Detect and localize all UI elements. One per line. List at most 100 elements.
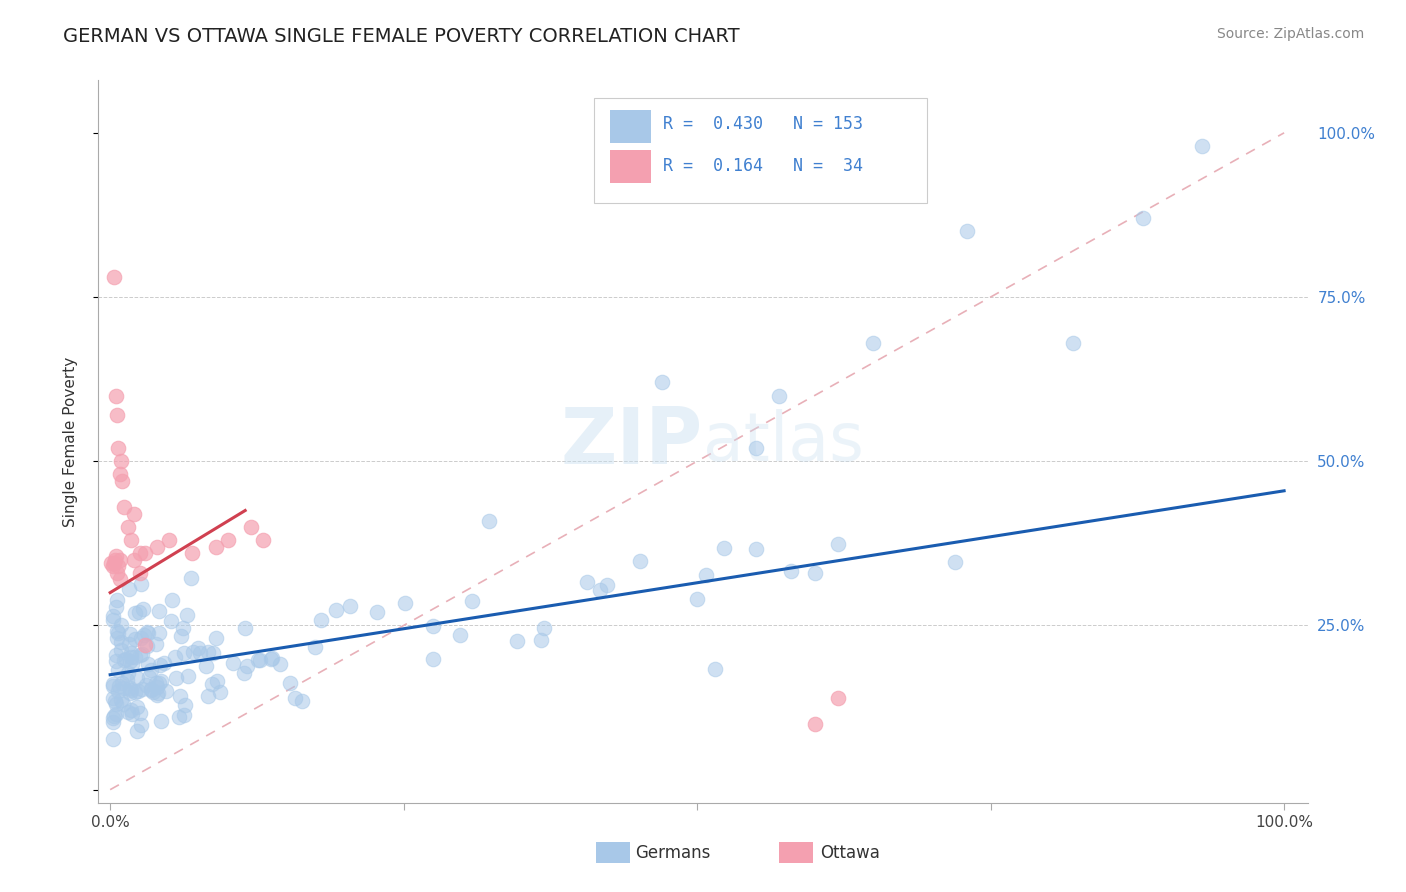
Point (686, 592, 709, 607)
Point (173, 708, 195, 723)
Point (1191, 139, 1213, 153)
Point (111, 676, 134, 690)
Point (104, 599, 127, 614)
Point (120, 682, 142, 697)
Text: ZIP: ZIP (561, 403, 703, 480)
Point (148, 676, 170, 690)
Point (110, 642, 132, 657)
Point (1132, 211, 1154, 226)
Point (129, 718, 152, 732)
Point (117, 665, 139, 680)
Point (108, 573, 131, 587)
Point (139, 682, 162, 697)
Point (170, 629, 193, 643)
Point (118, 582, 141, 596)
Point (136, 640, 159, 654)
Point (249, 653, 271, 667)
Point (153, 656, 176, 670)
Point (120, 649, 142, 664)
Point (134, 638, 156, 652)
Point (167, 710, 190, 724)
Point (118, 685, 141, 699)
Point (122, 553, 145, 567)
Point (628, 554, 651, 568)
Point (945, 555, 967, 569)
Point (232, 666, 254, 681)
Point (146, 688, 169, 702)
Point (803, 566, 825, 581)
Point (107, 441, 129, 455)
Point (269, 657, 291, 672)
Point (103, 710, 125, 724)
Point (120, 681, 142, 696)
Point (148, 604, 170, 618)
FancyBboxPatch shape (610, 150, 651, 183)
Point (260, 651, 283, 665)
Point (768, 388, 790, 402)
Point (101, 613, 124, 627)
Point (138, 670, 160, 684)
Point (204, 540, 226, 554)
Point (827, 537, 849, 551)
Point (124, 650, 146, 665)
Point (128, 605, 150, 619)
Text: Germans: Germans (636, 844, 711, 862)
Point (530, 632, 553, 647)
Point (112, 500, 135, 515)
Point (278, 676, 301, 690)
Y-axis label: Single Female Poverty: Single Female Poverty (63, 357, 77, 526)
Point (187, 641, 209, 656)
Point (103, 709, 125, 723)
Point (142, 685, 165, 699)
Point (105, 409, 128, 423)
Point (695, 567, 717, 582)
Point (135, 678, 157, 692)
Point (745, 541, 768, 556)
Point (339, 599, 361, 614)
Text: atlas: atlas (703, 409, 863, 475)
Text: Ottawa: Ottawa (820, 844, 880, 862)
Point (101, 559, 124, 574)
Point (103, 270, 125, 285)
Point (506, 633, 529, 648)
Point (366, 605, 388, 619)
Point (651, 376, 673, 390)
Point (146, 681, 169, 695)
Point (105, 549, 128, 564)
Point (108, 679, 131, 693)
Point (181, 645, 204, 659)
Point (197, 689, 219, 703)
Point (172, 621, 194, 635)
Point (125, 671, 148, 685)
Point (145, 675, 167, 690)
Point (533, 621, 555, 635)
Point (103, 715, 125, 730)
Point (149, 714, 172, 728)
Point (128, 566, 150, 580)
Point (105, 706, 128, 721)
Point (236, 658, 259, 673)
Point (209, 685, 232, 699)
Point (129, 577, 152, 591)
Point (173, 698, 195, 712)
Point (105, 592, 128, 607)
Point (118, 626, 141, 640)
Point (110, 635, 132, 649)
Point (309, 614, 332, 628)
FancyBboxPatch shape (595, 98, 927, 203)
Point (576, 575, 599, 590)
Point (163, 650, 186, 665)
Point (101, 691, 124, 706)
Point (827, 690, 849, 705)
Point (120, 654, 142, 668)
Text: Source: ZipAtlas.com: Source: ZipAtlas.com (1216, 27, 1364, 41)
Point (197, 645, 219, 659)
Point (139, 663, 162, 677)
Point (101, 732, 124, 747)
Point (105, 697, 128, 711)
Point (121, 706, 143, 721)
Point (132, 601, 155, 615)
Point (124, 632, 146, 647)
Point (394, 595, 416, 609)
Point (107, 663, 129, 677)
